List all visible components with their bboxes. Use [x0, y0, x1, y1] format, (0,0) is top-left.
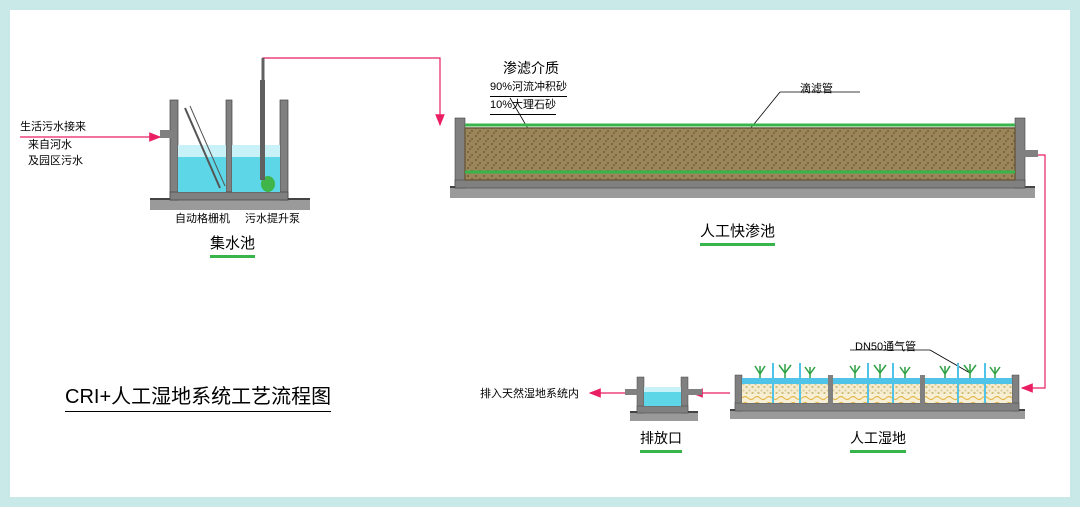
drip-label: 滴滤管: [800, 80, 833, 96]
infiltration-diagram: [450, 110, 1050, 220]
wetland-name: 人工湿地: [850, 428, 906, 453]
media-title: 渗滤介质: [503, 58, 559, 78]
sump-label-pump: 污水提升泵: [245, 210, 300, 226]
vent-label: DN50通气管: [855, 338, 916, 354]
outlet-name: 排放口: [640, 428, 682, 453]
sump-diagram: [140, 50, 320, 230]
diagram-canvas: 生活污水接来 来自河水 及园区污水 自动格栅机 污水提升泵 集水池 渗滤介质 9…: [10, 10, 1070, 497]
outlet-diagram: [625, 365, 705, 435]
outlet-into: 排入天然湿地系统内: [480, 385, 579, 401]
sump-name: 集水池: [210, 232, 255, 258]
inflow-line3: 及园区污水: [28, 152, 83, 168]
infiltration-name: 人工快渗池: [700, 220, 775, 246]
inflow-line1: 生活污水接来: [20, 118, 86, 134]
media-line1: 90%河流冲积砂: [490, 78, 567, 97]
inflow-line2: 来自河水: [28, 136, 72, 152]
sump-label-grate: 自动格栅机: [175, 210, 230, 226]
diagram-title: CRI+人工湿地系统工艺流程图: [65, 380, 331, 412]
